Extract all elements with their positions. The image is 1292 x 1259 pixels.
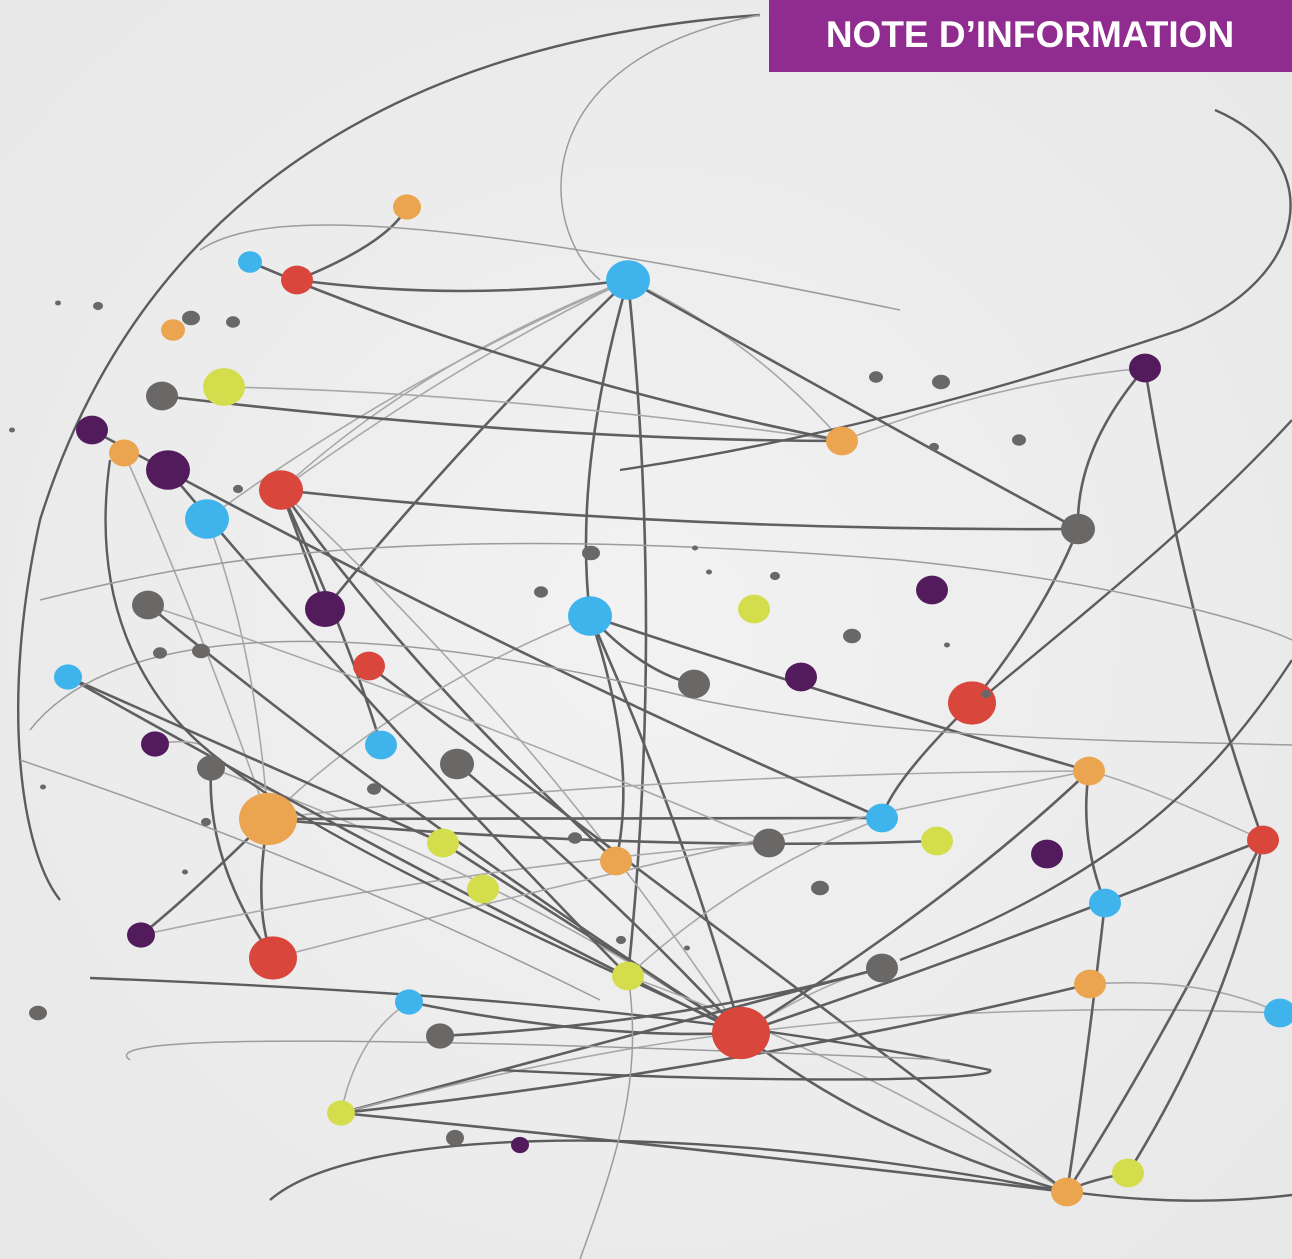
- node: [568, 596, 612, 636]
- node: [1061, 514, 1095, 545]
- node: [76, 416, 108, 445]
- node: [1031, 840, 1063, 869]
- node: [712, 1007, 770, 1059]
- node: [948, 681, 996, 724]
- node: [446, 1130, 464, 1146]
- node: [916, 576, 948, 605]
- document: NOTE D’INFORMATION (() => { const data =…: [0, 0, 1292, 1259]
- header-label: NOTE D’INFORMATION: [826, 14, 1234, 55]
- speck: [843, 629, 861, 644]
- speck: [869, 371, 883, 382]
- node: [427, 829, 459, 858]
- node: [1089, 889, 1121, 918]
- node: [866, 804, 898, 833]
- node: [1073, 757, 1105, 786]
- node: [353, 652, 385, 681]
- node: [305, 591, 345, 627]
- node: [249, 936, 297, 979]
- node: [146, 450, 190, 490]
- speck: [684, 946, 690, 951]
- speck: [233, 485, 243, 493]
- node: [1051, 1178, 1083, 1207]
- speck: [932, 375, 950, 390]
- speck: [226, 316, 240, 327]
- cover-illustration: NOTE D’INFORMATION: [0, 0, 1292, 1259]
- speck: [367, 783, 381, 794]
- node: [393, 194, 421, 219]
- node: [440, 749, 474, 780]
- speck: [706, 570, 712, 575]
- node: [146, 382, 178, 411]
- node: [600, 847, 632, 876]
- speck: [770, 572, 780, 580]
- node: [132, 591, 164, 620]
- node: [921, 827, 953, 856]
- node: [826, 427, 858, 456]
- speck: [811, 881, 829, 896]
- node: [197, 755, 225, 780]
- speck: [929, 443, 939, 451]
- node: [141, 731, 169, 756]
- node: [753, 829, 785, 858]
- node: [395, 989, 423, 1014]
- node: [1247, 826, 1279, 855]
- node: [281, 266, 313, 295]
- speck: [1012, 434, 1026, 445]
- speck: [201, 818, 211, 826]
- node: [54, 664, 82, 689]
- node: [109, 440, 139, 467]
- speck: [568, 832, 582, 843]
- speck: [182, 311, 200, 326]
- node: [127, 922, 155, 947]
- node: [606, 260, 650, 300]
- node: [426, 1023, 454, 1048]
- node: [259, 470, 303, 510]
- node: [866, 954, 898, 983]
- node: [203, 368, 245, 406]
- speck: [29, 1006, 47, 1021]
- node: [1112, 1159, 1144, 1188]
- speck: [182, 870, 188, 875]
- node: [612, 962, 644, 991]
- node: [327, 1100, 355, 1125]
- speck: [582, 546, 600, 561]
- speck: [192, 644, 210, 659]
- speck: [534, 586, 548, 597]
- node: [1074, 970, 1106, 999]
- speck: [692, 546, 698, 551]
- node: [238, 251, 262, 273]
- edge: [268, 818, 882, 819]
- node: [185, 499, 229, 539]
- speck: [9, 428, 15, 433]
- speck: [93, 302, 103, 310]
- node: [239, 793, 297, 845]
- speck: [55, 301, 61, 306]
- speck: [40, 785, 46, 790]
- speck: [944, 643, 950, 648]
- node: [511, 1137, 529, 1153]
- speck: [153, 647, 167, 658]
- speck: [981, 690, 991, 698]
- speck: [616, 936, 626, 944]
- node: [467, 875, 499, 904]
- node: [1129, 354, 1161, 383]
- node: [678, 670, 710, 699]
- node: [161, 319, 185, 341]
- page: {"header": {"label": "NOTE D’INFORMATION…: [0, 0, 1292, 1259]
- node: [785, 663, 817, 692]
- node: [365, 731, 397, 760]
- node: [738, 595, 770, 624]
